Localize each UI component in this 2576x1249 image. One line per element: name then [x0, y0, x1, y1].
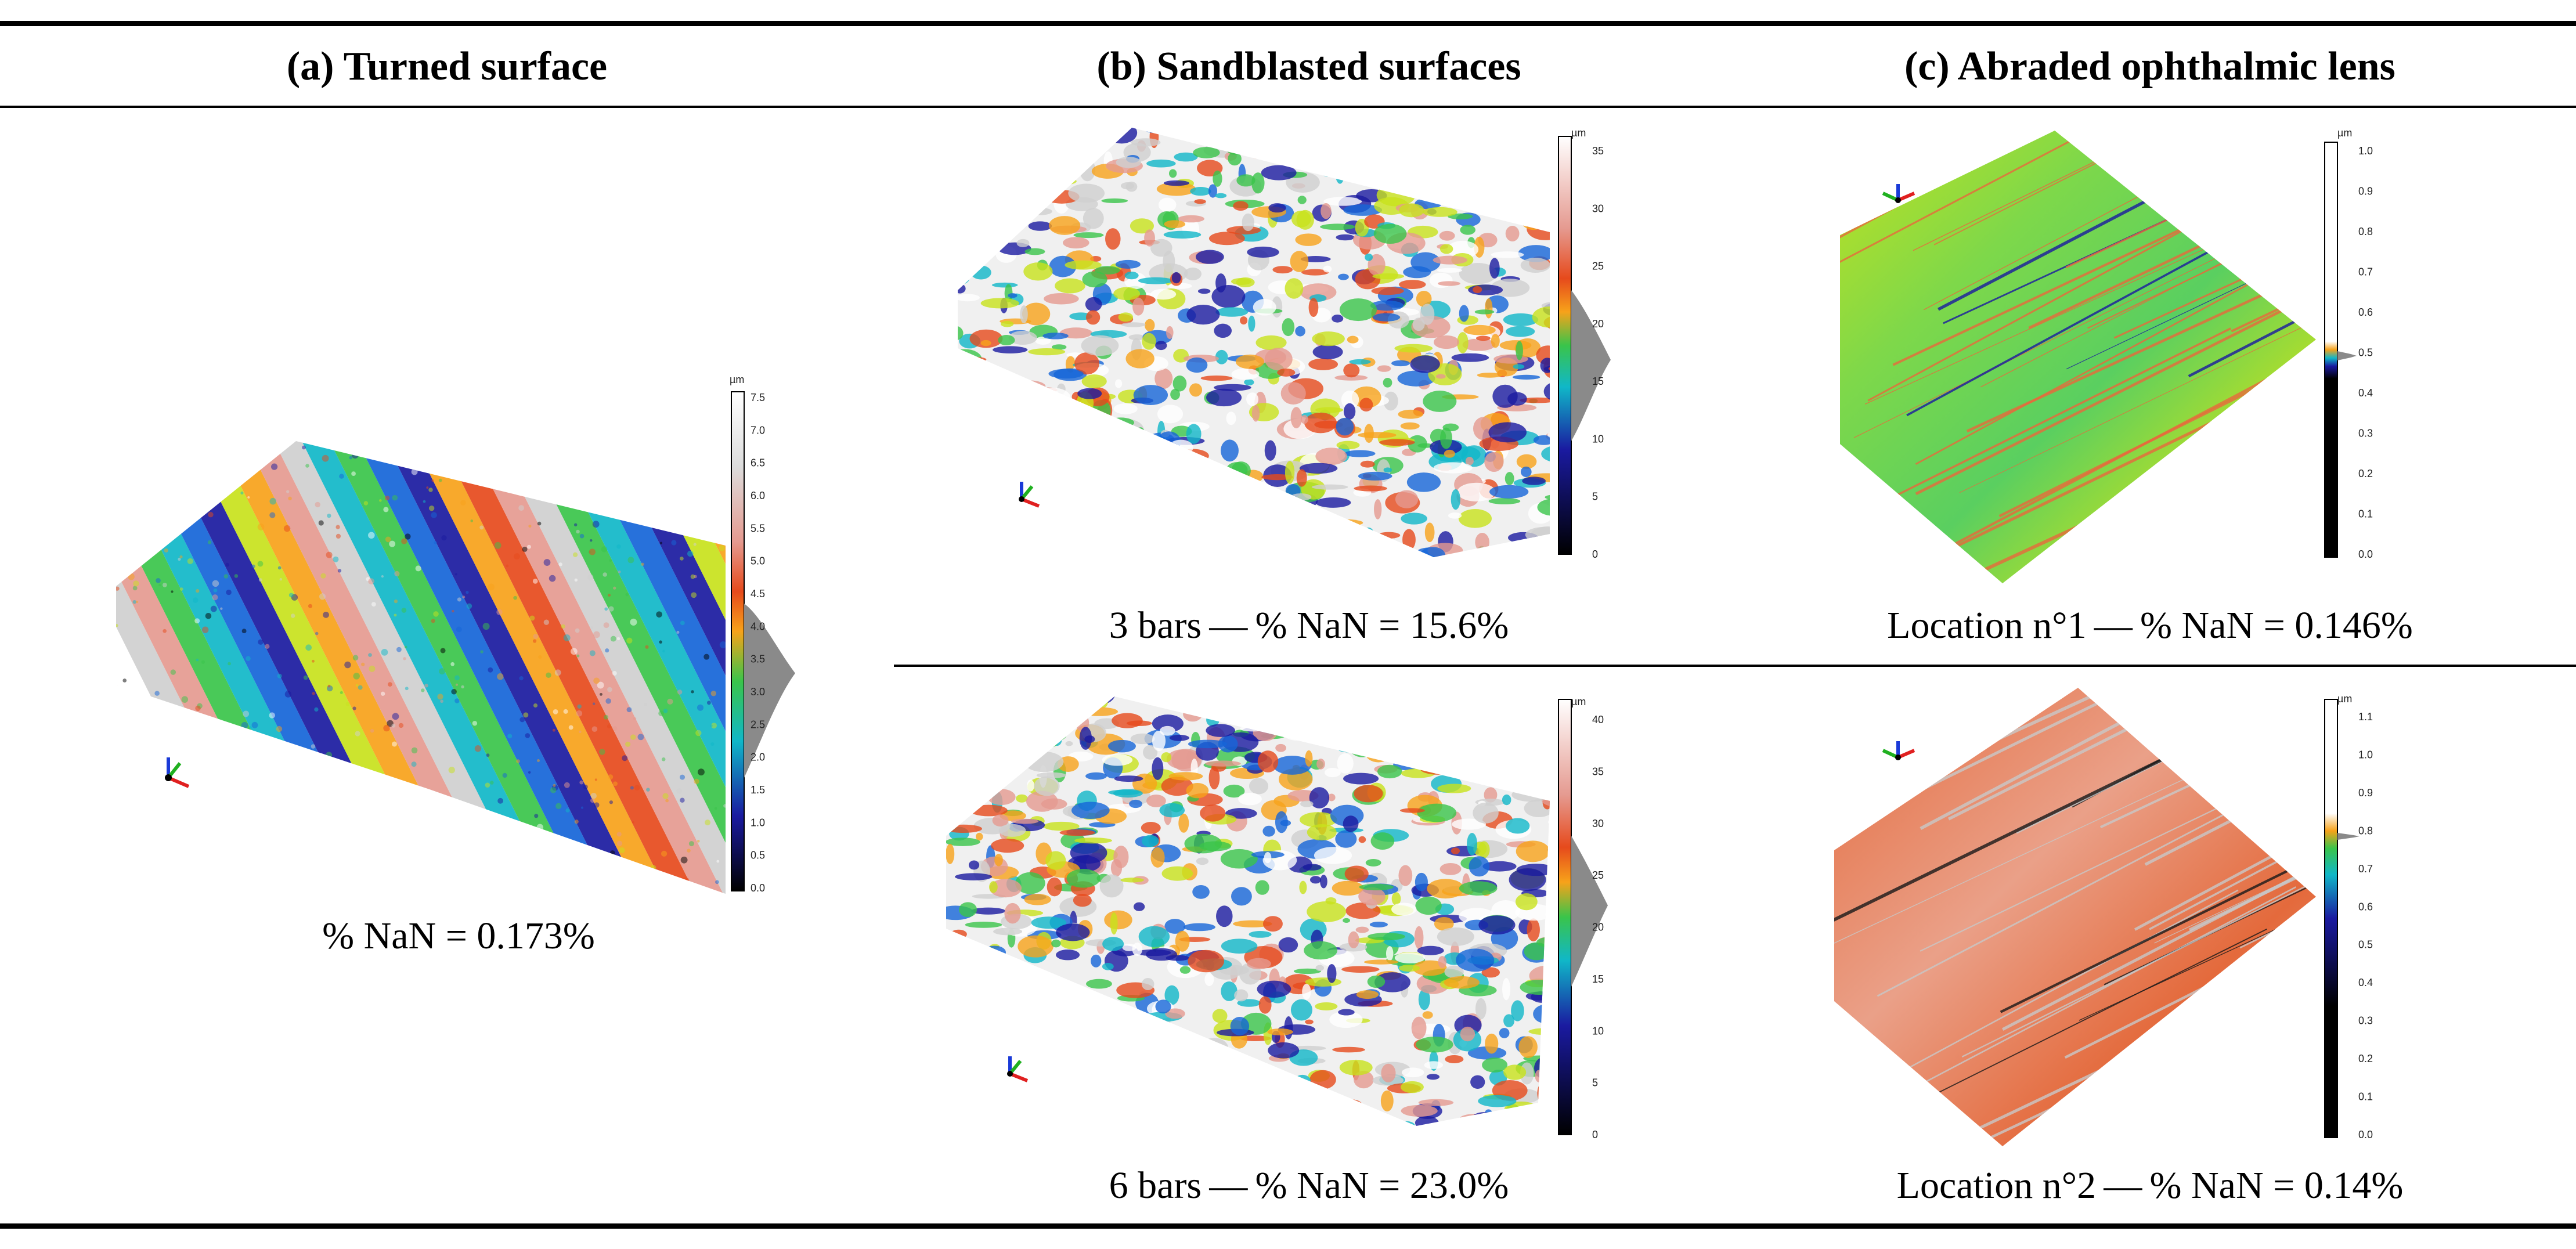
scale-tick-label: 2.0 [751, 752, 765, 763]
scale-tick-label: 0.6 [2358, 901, 2373, 912]
scale-tick-label: 0.3 [2358, 428, 2373, 439]
scale-tick-label: 0.8 [2358, 825, 2373, 836]
scale-tick-label: 7.0 [751, 424, 765, 436]
scale-tick-label: 6.5 [751, 457, 765, 469]
color-scale-bar [731, 391, 745, 891]
scale-tick-label: 30 [1592, 203, 1604, 214]
turned-surface-3d-view: µm 7.5 7.0 6.5 6.0 5.5 5.0 4.5 4.0 3.5 3.0 2.5 2.0 1.… [104, 371, 882, 905]
lens-location1-3d-view: µm 1.0 0.9 0.8 0.7 0.6 0.5 0.4 0.3 0.2 0.1 0.0 [1828, 119, 2560, 595]
scale-tick-label: 0.9 [2358, 787, 2373, 799]
caption-sandblasted-3bars: 3 bars — % NaN = 15.6% [1109, 604, 1509, 647]
scale-tick-label: 1.0 [2358, 145, 2373, 157]
scale-tick-label: 40 [1592, 714, 1604, 725]
scale-tick-label: 1.0 [2358, 749, 2373, 760]
height-histogram [1571, 836, 1608, 987]
axis-triad-icon [1007, 1056, 1029, 1082]
scale-tick-label: 0.3 [2358, 1015, 2373, 1027]
scale-tick-label: 0.1 [2358, 1091, 2373, 1103]
scale-tick-label: 35 [1592, 145, 1604, 157]
scale-tick-label: 0.5 [2358, 347, 2373, 359]
scale-tick-label: 3.5 [751, 654, 765, 665]
axis-triad-icon [1019, 482, 1040, 508]
color-scale-bar [1558, 136, 1572, 555]
sandblasted-texture [958, 128, 1550, 557]
sandblasted-texture [946, 696, 1550, 1126]
scale-unit-label: µm [1571, 127, 1586, 139]
sandblasted-6bars-3d-view: µm 40 35 30 25 20 15 10 5 0 [940, 685, 1677, 1143]
scale-tick-label: 0.0 [751, 882, 765, 894]
sandblasted-3bars-3d-view: µm 35 30 25 20 15 10 5 0 [952, 116, 1677, 569]
bottom-rule [0, 1223, 2576, 1229]
scale-tick-label: 0.8 [2358, 226, 2373, 237]
color-scale-bar [1558, 699, 1572, 1135]
scale-unit-label: µm [2337, 693, 2352, 705]
scale-tick-label: 0 [1592, 548, 1598, 560]
caption-lens-location2: Location n°2 — % NaN = 0.14% [1896, 1164, 2404, 1207]
scale-tick-label: 1.5 [751, 784, 765, 796]
scale-tick-label: 25 [1592, 869, 1604, 881]
scale-tick-label: 4.0 [751, 620, 765, 632]
scale-tick-label: 5.0 [751, 555, 765, 567]
caption-turned-surface: % NaN = 0.173% [322, 915, 595, 957]
scale-tick-label: 0.1 [2358, 508, 2373, 520]
caption-sandblasted-6bars: 6 bars — % NaN = 23.0% [1109, 1164, 1509, 1207]
scale-tick-label: 0.4 [2358, 387, 2373, 399]
scale-tick-label: 5 [1592, 491, 1598, 503]
scale-tick-label: 5.5 [751, 522, 765, 534]
scale-tick-label: 0.9 [2358, 186, 2373, 197]
height-histogram [2337, 351, 2357, 360]
scale-tick-label: 5 [1592, 1077, 1598, 1089]
scale-tick-label: 0.7 [2358, 266, 2373, 278]
scale-tick-label: 0.7 [2358, 863, 2373, 875]
scale-tick-label: 6.0 [751, 490, 765, 501]
scale-tick-label: 0.2 [2358, 468, 2373, 479]
lens-location2-3d-view: µm 1.1 1.0 0.9 0.8 0.7 0.6 0.5 0.4 0.3 0.2 0.1 0.0 [1828, 676, 2560, 1152]
top-rule [0, 21, 2576, 26]
scale-unit-label: µm [1571, 696, 1586, 707]
scale-tick-label: 10 [1592, 1025, 1604, 1037]
scale-tick-label: 0.5 [2358, 939, 2373, 951]
scale-tick-label: 0.6 [2358, 306, 2373, 318]
scale-tick-label: 0.2 [2358, 1053, 2373, 1064]
scale-tick-label: 7.5 [751, 392, 765, 403]
scale-tick-label: 30 [1592, 818, 1604, 829]
scale-tick-label: 20 [1592, 922, 1604, 933]
scale-tick-label: 25 [1592, 261, 1604, 272]
scale-tick-label: 2.5 [751, 719, 765, 730]
height-histogram [1571, 290, 1611, 441]
header-abraded-lens: (c) Abraded ophthalmic lens [1904, 44, 2395, 89]
height-histogram [2337, 833, 2359, 840]
height-histogram [744, 604, 795, 778]
color-scale-bar [2324, 699, 2338, 1138]
scale-tick-label: 15 [1592, 376, 1604, 387]
scale-tick-label: 35 [1592, 766, 1604, 777]
scale-tick-label: 3.0 [751, 686, 765, 698]
scale-tick-label: 0.5 [751, 850, 765, 861]
scale-tick-label: 15 [1592, 973, 1604, 985]
scale-tick-label: 0.4 [2358, 977, 2373, 988]
scale-tick-label: 0 [1592, 1129, 1598, 1140]
color-scale-bar [2324, 142, 2338, 558]
scale-unit-label: µm [2337, 127, 2352, 139]
scale-tick-label: 10 [1592, 433, 1604, 445]
header-sandblasted-surfaces: (b) Sandblasted surfaces [1096, 44, 1521, 89]
scale-tick-label: 0.0 [2358, 548, 2373, 560]
axis-triad-icon [165, 757, 190, 788]
header-rule [0, 106, 2576, 108]
axis-triad-icon [1882, 184, 1915, 203]
scale-tick-label: 1.1 [2358, 711, 2373, 723]
header-turned-surface: (a) Turned surface [286, 44, 608, 89]
scale-tick-label: 4.5 [751, 588, 765, 600]
caption-lens-location1: Location n°1 — % NaN = 0.146% [1887, 604, 2413, 647]
axis-triad-icon [1882, 741, 1915, 760]
scale-tick-label: 20 [1592, 318, 1604, 330]
middle-rule [894, 665, 2576, 667]
scale-tick-label: 1.0 [751, 817, 765, 828]
scale-tick-label: 0.0 [2358, 1129, 2373, 1140]
scale-unit-label: µm [730, 374, 744, 385]
